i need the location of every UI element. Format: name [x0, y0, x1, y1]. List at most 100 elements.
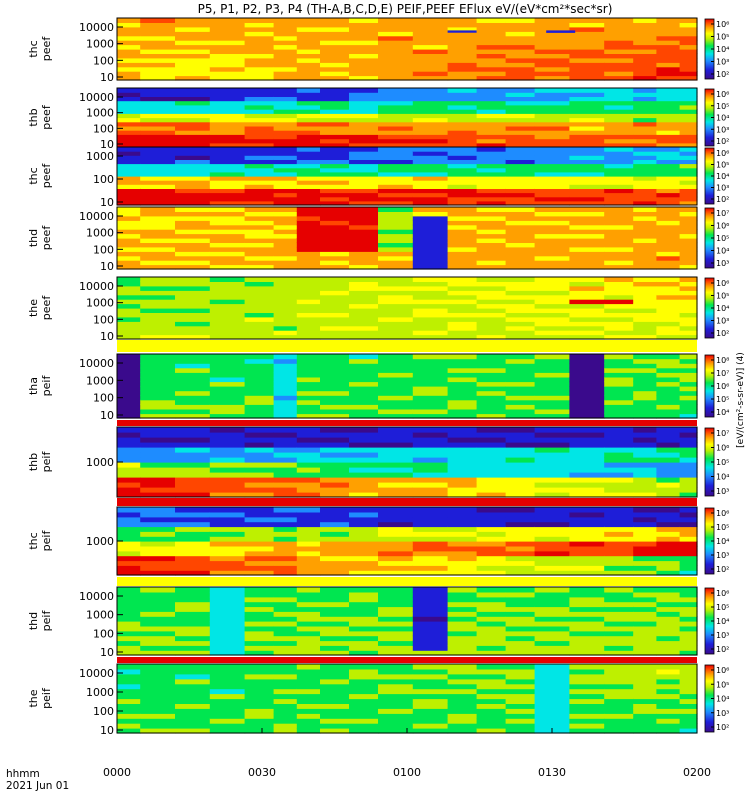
heat-cell — [273, 511, 298, 518]
heat-cell — [412, 507, 449, 513]
heat-cell — [117, 507, 141, 513]
heat-cell — [140, 723, 176, 729]
panel-label: thbpeef — [27, 104, 53, 130]
heat-cell — [534, 541, 570, 547]
heat-cell — [633, 560, 657, 566]
heat-cell — [505, 171, 536, 177]
heat-cell — [244, 167, 275, 173]
heat-cell — [447, 678, 478, 685]
heat-cell — [209, 188, 246, 194]
heat-cell — [604, 26, 634, 32]
heat-cell — [244, 492, 275, 498]
heat-cell — [656, 492, 681, 498]
colorbar-tick-label: 10³ — [716, 487, 729, 496]
heat-cell — [633, 536, 657, 542]
heat-cell — [296, 113, 321, 119]
colorbar-tick-label: 10⁴ — [716, 695, 729, 704]
heat-cell — [273, 630, 298, 637]
heat-cell — [378, 167, 414, 173]
heat-cell — [209, 224, 246, 230]
heat-cell — [349, 372, 379, 378]
heat-cell — [476, 40, 507, 46]
colorbar-tick-label: 10⁷ — [716, 429, 729, 438]
heat-cell — [296, 596, 321, 603]
heat-cell — [244, 260, 275, 266]
heat-cell — [175, 516, 211, 523]
heat-cell — [656, 294, 681, 300]
heat-cell — [244, 526, 275, 532]
heat-cell — [117, 673, 141, 680]
heat-cell — [296, 211, 321, 217]
heat-cell — [320, 408, 350, 415]
heat-cell — [140, 358, 176, 364]
heat-cell — [296, 372, 321, 378]
heat-cell — [296, 251, 321, 257]
heat-cell — [604, 303, 634, 309]
heat-cell — [244, 255, 275, 261]
heat-cell — [447, 650, 478, 656]
heat-cell — [534, 246, 570, 252]
heat-cell — [679, 321, 698, 327]
heat-cell — [447, 358, 478, 364]
heat-cell — [633, 147, 657, 152]
heat-cell — [244, 437, 275, 443]
heat-cell — [569, 113, 605, 119]
heat-cell — [296, 376, 321, 383]
heat-cell — [349, 713, 379, 719]
heat-cell — [569, 432, 605, 438]
heat-cell — [349, 171, 379, 177]
heat-cell — [656, 390, 681, 396]
heat-cell — [378, 316, 414, 322]
heat-cell — [476, 224, 507, 230]
heat-cell — [117, 113, 141, 119]
heat-cell — [117, 570, 141, 576]
heat-cell — [569, 163, 605, 169]
heat-cell — [273, 192, 298, 198]
heat-cell — [117, 215, 141, 221]
heat-cell — [117, 142, 141, 148]
heat-cell — [476, 316, 507, 322]
heat-cell — [244, 570, 275, 576]
heat-cell — [273, 457, 298, 463]
heat-cell — [273, 238, 298, 243]
heat-cell — [378, 688, 414, 695]
heat-cell — [633, 277, 657, 282]
heat-cell — [117, 159, 141, 165]
heat-cell — [296, 215, 321, 221]
heat-cell — [320, 492, 350, 498]
heat-cell — [349, 395, 379, 401]
heat-cell — [505, 260, 536, 266]
heat-cell — [273, 541, 298, 547]
heat-cell — [604, 683, 634, 690]
heat-cell — [244, 49, 275, 54]
heat-cell — [117, 477, 141, 483]
heat-cell — [117, 88, 141, 93]
heat-cell — [569, 192, 605, 198]
heat-cell — [679, 35, 698, 41]
heat-cell — [679, 211, 698, 217]
heat-cell — [117, 390, 141, 396]
heat-cell — [175, 708, 211, 714]
heat-cell — [476, 432, 507, 438]
heat-cell — [505, 668, 536, 675]
heat-cell — [378, 664, 414, 670]
heat-cell — [320, 703, 350, 709]
colorbar-tick-label: 10⁵ — [716, 458, 729, 467]
heat-cell — [296, 630, 321, 637]
heat-cell — [175, 264, 211, 270]
heat-cell — [534, 26, 570, 32]
heat-cell — [476, 367, 507, 373]
y-tick-label: 100 — [93, 705, 114, 718]
heat-cell — [378, 22, 414, 28]
heat-cell — [505, 104, 536, 110]
heat-cell — [244, 299, 275, 305]
heat-cell — [378, 621, 414, 627]
heat-cell — [633, 113, 657, 119]
heat-cell — [209, 200, 246, 206]
heat-cell — [140, 447, 176, 453]
heat-cell — [296, 698, 321, 704]
heat-cell — [349, 180, 379, 185]
heat-cell — [604, 708, 634, 714]
heat-cell — [117, 147, 141, 152]
